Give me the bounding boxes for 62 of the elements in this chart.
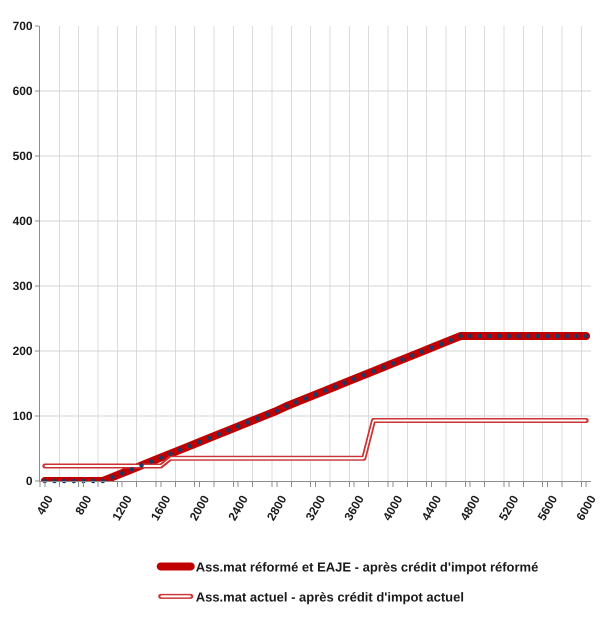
point	[526, 334, 530, 338]
point	[178, 448, 182, 452]
point	[536, 334, 540, 338]
point	[168, 451, 173, 456]
point	[458, 334, 463, 338]
point	[564, 334, 570, 338]
y-tick-label: 500	[12, 149, 33, 164]
y-tick-label: 400	[12, 214, 33, 228]
point	[545, 334, 550, 338]
point	[506, 334, 512, 338]
point	[274, 408, 280, 414]
point	[516, 334, 521, 338]
point	[139, 463, 144, 468]
point	[390, 361, 396, 366]
point	[468, 334, 472, 338]
point	[216, 432, 222, 436]
point	[332, 384, 338, 389]
point	[574, 334, 579, 338]
point	[438, 342, 444, 346]
point	[478, 334, 482, 338]
point	[380, 365, 386, 370]
point	[313, 392, 318, 397]
point	[496, 334, 502, 338]
point	[429, 346, 434, 350]
y-tick-label: 600	[12, 84, 33, 98]
y-tick-label: 100	[12, 409, 33, 424]
y-tick-label: 300	[12, 279, 33, 294]
point	[554, 334, 560, 338]
point	[206, 436, 212, 440]
y-tick-label: 200	[12, 344, 33, 358]
y-tick-label: 0	[26, 474, 33, 488]
point	[420, 349, 424, 354]
point	[236, 424, 240, 429]
x-tick-label: 400	[34, 492, 56, 518]
point	[246, 420, 250, 425]
point	[362, 372, 366, 378]
point	[226, 428, 231, 433]
legend-label: Ass.mat réformé et EAJE - après crédit d'impot réformé	[196, 560, 538, 575]
point	[255, 416, 260, 421]
point	[448, 338, 454, 342]
point	[294, 400, 298, 405]
point	[352, 376, 356, 382]
point	[322, 388, 328, 393]
legend-label: Ass.mat actuel - après crédit d'impot actuel	[196, 589, 464, 604]
point	[120, 470, 124, 476]
point	[410, 353, 414, 358]
point	[264, 412, 270, 417]
point	[197, 440, 202, 444]
x-tick-label: 800	[72, 492, 95, 518]
point	[110, 474, 115, 480]
point	[148, 459, 154, 464]
point	[400, 357, 405, 362]
point	[188, 444, 192, 448]
point	[284, 404, 289, 408]
point	[371, 368, 376, 374]
point	[584, 334, 588, 338]
y-tick-label: 700	[12, 19, 33, 34]
point	[158, 455, 164, 460]
point	[342, 380, 347, 386]
point	[304, 396, 308, 401]
point	[130, 467, 134, 472]
point	[487, 334, 492, 338]
